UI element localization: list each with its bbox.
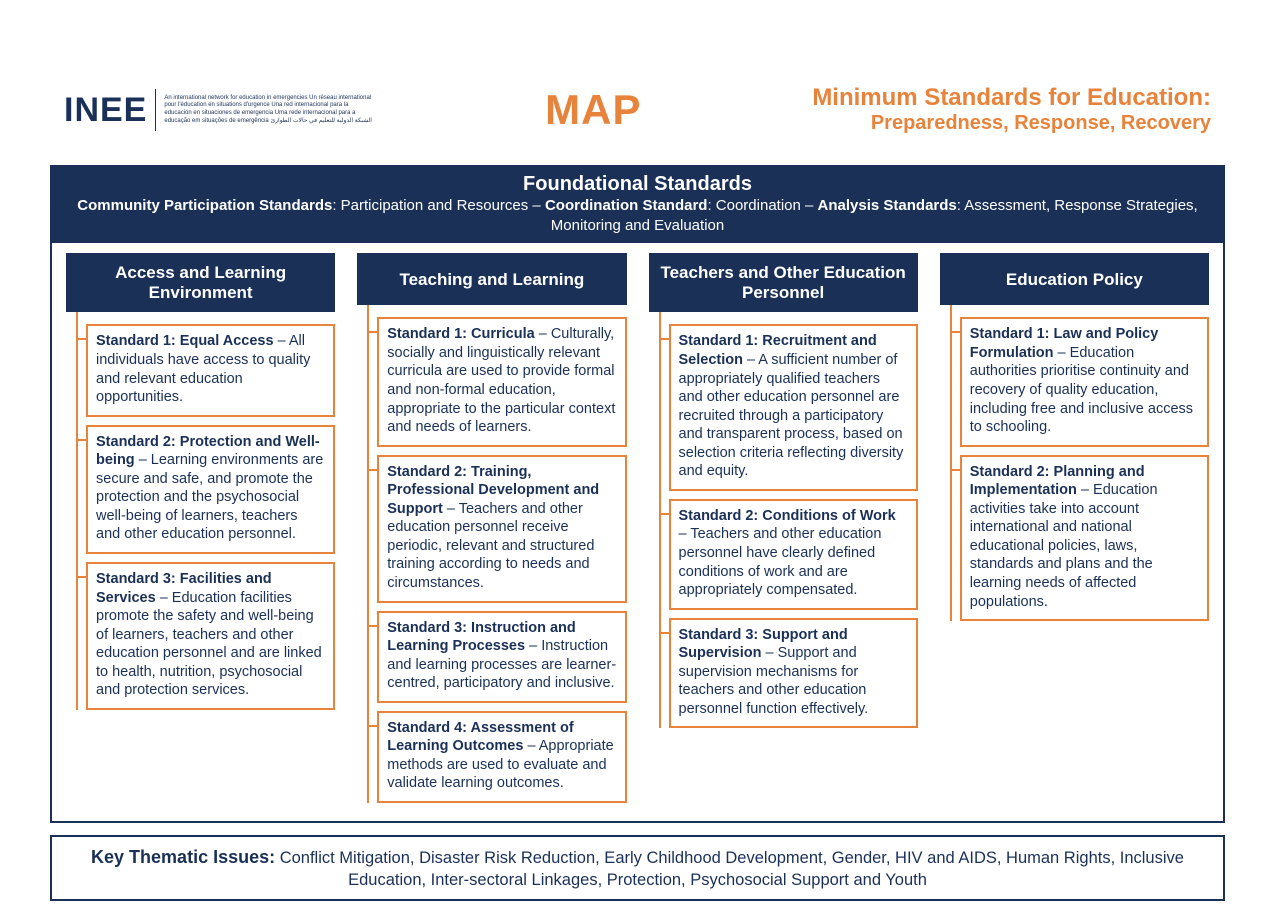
standard-card: Standard 2: Conditions of Work – Teacher…	[669, 499, 918, 610]
column: Teachers and Other Education Personnel St…	[649, 253, 918, 736]
logo-block: INEE An international network for educat…	[64, 89, 374, 131]
standard-card: Standard 2: Protection and Well-being – …	[86, 425, 335, 554]
standard-body: – Teachers and other education personnel…	[679, 526, 882, 598]
column-body: Standard 1: Curricula – Culturally, soci…	[367, 305, 626, 802]
foundational-part-bold: Coordination Standard	[545, 197, 708, 214]
standard-card: Standard 1: Law and Policy Formulation –…	[960, 317, 1209, 446]
standard-title: Standard 1: Curricula	[387, 326, 534, 342]
standard-card: Standard 3: Facilities and Services – Ed…	[86, 562, 335, 710]
foundational-header: Foundational Standards Community Partici…	[52, 167, 1223, 243]
standard-card: Standard 2: Training, Professional Devel…	[377, 455, 626, 603]
foundational-part-bold: Analysis Standards	[818, 197, 957, 214]
key-issues-body: Conflict Mitigation, Disaster Risk Reduc…	[275, 849, 1184, 889]
column-header: Access and Learning Environment	[66, 253, 335, 312]
right-title: Minimum Standards for Education: Prepare…	[812, 85, 1211, 135]
foundational-title: Foundational Standards	[60, 173, 1215, 196]
header-row: INEE An international network for educat…	[50, 85, 1225, 135]
standard-card: Standard 1: Curricula – Culturally, soci…	[377, 317, 626, 446]
foundational-sub: Community Participation Standards: Parti…	[60, 196, 1215, 235]
standard-body: – A sufficient number of appropriately q…	[679, 352, 904, 479]
foundational-part-tail: : Coordination –	[707, 197, 817, 214]
title-line1: Minimum Standards for Education:	[812, 85, 1211, 111]
key-issues-lead: Key Thematic Issues:	[91, 847, 275, 867]
key-issues: Key Thematic Issues: Conflict Mitigation…	[50, 835, 1225, 902]
map-title: MAP	[374, 86, 812, 134]
standard-card: Standard 3: Instruction and Learning Pro…	[377, 611, 626, 703]
column-body: Standard 1: Equal Access – All individua…	[76, 312, 335, 709]
columns-container: Access and Learning Environment Standard …	[52, 243, 1223, 814]
standard-card: Standard 1: Recruitment and Selection – …	[669, 324, 918, 490]
logo-tagline: An international network for education i…	[164, 95, 374, 126]
outer-frame: Foundational Standards Community Partici…	[50, 165, 1225, 822]
column-header: Education Policy	[940, 253, 1209, 305]
column: Teaching and Learning Standard 1: Curricu…	[357, 253, 626, 810]
standard-body: – Education activities take into account…	[970, 482, 1158, 609]
column-body: Standard 1: Recruitment and Selection – …	[659, 312, 918, 728]
foundational-part-bold: Community Participation Standards	[77, 197, 332, 214]
standard-body: – Culturally, socially and linguisticall…	[387, 326, 615, 435]
standard-title: Standard 1: Equal Access	[96, 333, 274, 349]
column: Education Policy Standard 1: Law and Poli…	[940, 253, 1209, 629]
standard-card: Standard 2: Planning and Implementation …	[960, 455, 1209, 621]
title-line2: Preparedness, Response, Recovery	[812, 111, 1211, 135]
standard-card: Standard 4: Assessment of Learning Outco…	[377, 711, 626, 803]
logo-divider	[155, 89, 156, 131]
logo-text: INEE	[64, 91, 147, 130]
column-header: Teaching and Learning	[357, 253, 626, 305]
column: Access and Learning Environment Standard …	[66, 253, 335, 717]
standard-card: Standard 3: Support and Supervision – Su…	[669, 618, 918, 729]
standard-card: Standard 1: Equal Access – All individua…	[86, 324, 335, 416]
standard-title: Standard 2: Conditions of Work	[679, 508, 896, 524]
column-body: Standard 1: Law and Policy Formulation –…	[950, 305, 1209, 621]
column-header: Teachers and Other Education Personnel	[649, 253, 918, 312]
foundational-part-tail: : Participation and Resources –	[332, 197, 545, 214]
